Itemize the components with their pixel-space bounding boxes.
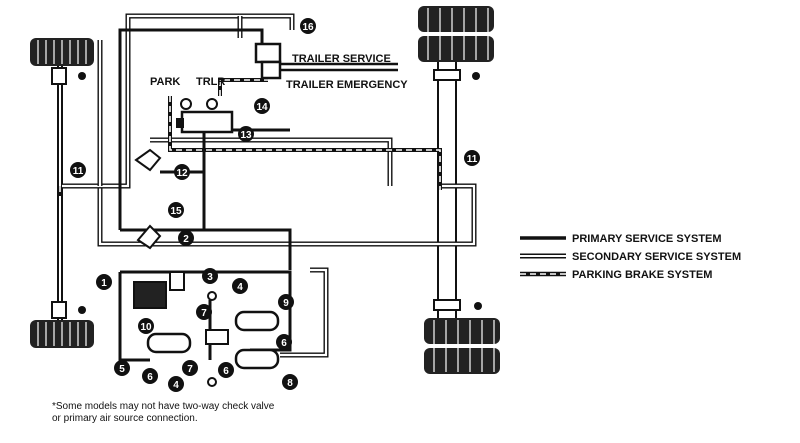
callout-2: 2 xyxy=(178,230,194,246)
callout-6-right: 6 xyxy=(276,334,292,350)
rear-right-dual-tires xyxy=(424,318,500,374)
svg-text:5: 5 xyxy=(119,364,125,375)
svg-text:4: 4 xyxy=(173,380,179,391)
footnote-line-2: or primary air source connection. xyxy=(52,413,198,424)
callout-11-left: 11 xyxy=(70,162,86,178)
secondary-service-lines xyxy=(62,13,477,358)
svg-text:4: 4 xyxy=(237,282,243,293)
label-trailer-emergency: TRAILER EMERGENCY xyxy=(286,79,408,91)
callout-4-upper: 4 xyxy=(232,278,248,294)
svg-text:SECONDARY SERVICE SYSTEM: SECONDARY SERVICE SYSTEM xyxy=(572,251,741,263)
control-valve-block xyxy=(176,98,234,134)
callout-15: 15 xyxy=(168,202,184,218)
callout-6-lower: 6 xyxy=(218,362,234,378)
footnote: *Some models may not have two-way check … xyxy=(52,401,372,425)
callout-8: 8 xyxy=(282,374,298,390)
svg-text:2: 2 xyxy=(183,234,189,245)
svg-text:6: 6 xyxy=(147,372,153,383)
svg-text:8: 8 xyxy=(287,378,293,389)
parking-brake-lines xyxy=(58,78,442,196)
callout-5: 5 xyxy=(114,360,130,376)
foot-valve xyxy=(134,148,162,250)
svg-text:11: 11 xyxy=(73,166,84,177)
legend-item-parking: PARKING BRAKE SYSTEM xyxy=(520,269,712,281)
svg-text:14: 14 xyxy=(256,102,268,113)
axles xyxy=(51,62,482,320)
callout-12: 12 xyxy=(174,164,190,180)
svg-text:PRIMARY SERVICE SYSTEM: PRIMARY SERVICE SYSTEM xyxy=(572,233,722,245)
svg-text:1: 1 xyxy=(101,278,107,289)
svg-text:16: 16 xyxy=(302,22,314,33)
svg-text:11: 11 xyxy=(467,154,478,165)
callout-7-upper: 7 xyxy=(196,304,212,320)
svg-text:6: 6 xyxy=(281,338,287,349)
label-trailer-service: TRAILER SERVICE xyxy=(292,53,391,65)
callout-3: 3 xyxy=(202,268,218,284)
svg-text:12: 12 xyxy=(176,168,188,179)
svg-text:15: 15 xyxy=(170,206,182,217)
front-right-dual-tires xyxy=(418,6,494,62)
svg-text:3: 3 xyxy=(207,272,213,283)
air-tanks xyxy=(146,291,280,387)
callout-6-left: 6 xyxy=(142,368,158,384)
label-park: PARK xyxy=(150,76,180,88)
callout-11-right: 11 xyxy=(464,150,480,166)
svg-text:9: 9 xyxy=(283,298,289,309)
callout-14: 14 xyxy=(254,98,270,114)
svg-text:10: 10 xyxy=(140,322,152,333)
legend-item-secondary: SECONDARY SERVICE SYSTEM xyxy=(520,251,741,263)
label-trlr: TRLR xyxy=(196,76,225,88)
callout-1: 1 xyxy=(96,274,112,290)
footnote-line-1: *Some models may not have two-way check … xyxy=(52,401,275,412)
legend: PRIMARY SERVICE SYSTEM SECONDARY SERVICE… xyxy=(520,233,741,281)
callout-4-lower: 4 xyxy=(168,376,184,392)
svg-text:PARKING BRAKE SYSTEM: PARKING BRAKE SYSTEM xyxy=(572,269,712,281)
callout-9: 9 xyxy=(278,294,294,310)
compressor xyxy=(133,271,185,309)
front-left-tire xyxy=(30,38,94,66)
tractor-protection-valve xyxy=(254,42,398,80)
svg-text:13: 13 xyxy=(240,130,252,141)
callout-13: 13 xyxy=(238,126,254,142)
legend-item-primary: PRIMARY SERVICE SYSTEM xyxy=(520,233,722,245)
callout-7-lower: 7 xyxy=(182,360,198,376)
svg-text:7: 7 xyxy=(201,308,207,319)
svg-text:7: 7 xyxy=(187,364,193,375)
callout-16: 16 xyxy=(300,18,316,34)
rear-left-tire xyxy=(30,320,94,348)
svg-text:6: 6 xyxy=(223,366,229,377)
callout-10: 10 xyxy=(138,318,154,334)
